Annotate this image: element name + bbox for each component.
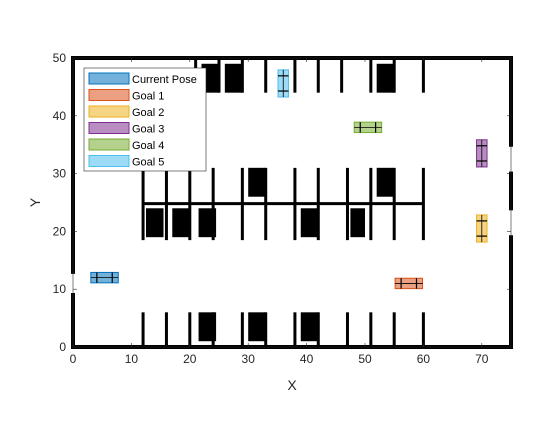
parked-car — [198, 312, 217, 342]
legend: Current Pose Goal 1 Goal 2 Goal 3 Goal 4 Goal… — [83, 67, 207, 172]
x-axis-label: X — [287, 377, 297, 393]
legend-label: Goal 4 — [132, 140, 164, 152]
legend-swatch — [88, 155, 130, 167]
legend-swatch — [88, 122, 130, 134]
parked-car — [224, 63, 243, 93]
vehicle-goal-1 — [394, 277, 424, 290]
parked-car — [198, 208, 217, 238]
y-tick-label: 10 — [53, 282, 67, 296]
legend-label: Goal 3 — [132, 124, 164, 136]
y-tick-label: 40 — [53, 109, 67, 123]
parked-car — [300, 312, 319, 342]
vehicle-goal-3 — [476, 139, 488, 168]
parked-car — [172, 208, 190, 238]
parked-car — [376, 63, 395, 93]
x-tick-label: 40 — [300, 352, 314, 366]
vehicle-goal-5 — [277, 69, 289, 98]
x-tick-label: 50 — [358, 352, 372, 366]
legend-label: Goal 2 — [132, 107, 164, 119]
legend-swatch — [88, 105, 130, 118]
x-tick-label: 20 — [183, 352, 197, 366]
parked-car — [146, 208, 164, 238]
legend-box — [83, 67, 207, 172]
axes: 0 10 20 30 40 50 60 70 0 10 20 30 40 50 X Y — [27, 51, 512, 393]
legend-label: Goal 1 — [132, 91, 164, 103]
y-tick-label: 50 — [53, 51, 67, 65]
legend-swatch — [88, 89, 130, 101]
y-tick-label: 30 — [53, 167, 67, 181]
vehicle-current-pose — [90, 271, 119, 284]
x-tick-label: 0 — [70, 352, 77, 366]
boundary-wall — [71, 235, 513, 349]
axes-box — [72, 57, 512, 348]
legend-label: Goal 5 — [132, 157, 164, 169]
x-tick-label: 30 — [242, 352, 256, 366]
legend-swatch — [88, 72, 130, 85]
y-tick-label: 0 — [59, 340, 66, 354]
y-tick-label: 20 — [53, 224, 67, 238]
parked-car — [248, 167, 266, 197]
parked-car — [300, 208, 319, 238]
y-axis-label: Y — [27, 197, 43, 207]
vehicle-goal-2 — [476, 214, 488, 243]
x-tick-label: 10 — [125, 352, 139, 366]
parked-car — [376, 167, 395, 197]
x-tick-label: 70 — [475, 352, 489, 366]
x-tick-label: 60 — [417, 352, 431, 366]
parked-car — [248, 312, 266, 342]
legend-label: Current Pose — [132, 74, 197, 86]
vehicle-goal-4 — [353, 121, 383, 134]
parked-car — [350, 208, 365, 238]
legend-swatch — [88, 138, 130, 151]
